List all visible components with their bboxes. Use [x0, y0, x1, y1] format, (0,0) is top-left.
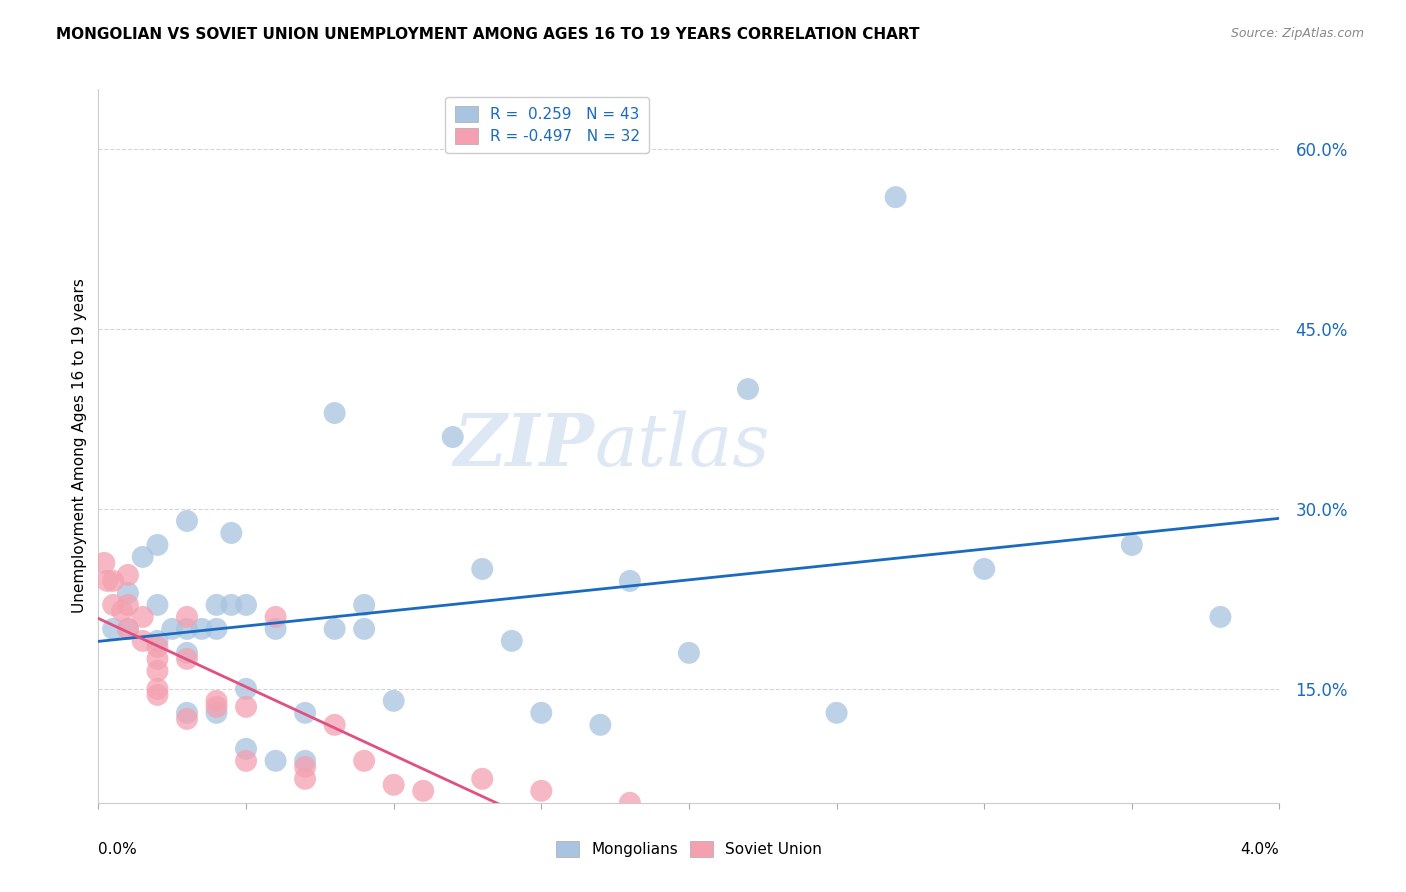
Point: [103, 574, 124, 588]
Point: [132, 633, 155, 648]
Point: [235, 741, 257, 756]
Point: [205, 598, 228, 612]
Point: [146, 598, 169, 612]
Text: Source: ZipAtlas.com: Source: ZipAtlas.com: [1230, 27, 1364, 40]
Point: [117, 586, 139, 600]
Point: [1209, 610, 1232, 624]
Point: [264, 622, 287, 636]
Point: [103, 598, 124, 612]
Point: [589, 718, 612, 732]
Text: MONGOLIAN VS SOVIET UNION UNEMPLOYMENT AMONG AGES 16 TO 19 YEARS CORRELATION CHA: MONGOLIAN VS SOVIET UNION UNEMPLOYMENT A…: [56, 27, 920, 42]
Point: [162, 622, 183, 636]
Point: [353, 754, 375, 768]
Point: [176, 514, 198, 528]
Point: [205, 694, 228, 708]
Y-axis label: Unemployment Among Ages 16 to 19 years: Unemployment Among Ages 16 to 19 years: [72, 278, 87, 614]
Point: [323, 718, 346, 732]
Point: [205, 622, 228, 636]
Point: [146, 633, 169, 648]
Point: [235, 598, 257, 612]
Point: [235, 699, 257, 714]
Point: [146, 538, 169, 552]
Point: [132, 610, 155, 624]
Point: [205, 706, 228, 720]
Point: [146, 664, 169, 678]
Point: [176, 652, 198, 666]
Text: 4.0%: 4.0%: [1240, 842, 1279, 857]
Point: [353, 598, 375, 612]
Point: [191, 622, 214, 636]
Point: [96, 574, 118, 588]
Point: [117, 598, 139, 612]
Point: [382, 778, 405, 792]
Point: [176, 646, 198, 660]
Point: [103, 622, 124, 636]
Point: [471, 772, 494, 786]
Point: [884, 190, 907, 204]
Point: [235, 754, 257, 768]
Point: [825, 706, 848, 720]
Legend: Mongolians, Soviet Union: Mongolians, Soviet Union: [547, 832, 831, 866]
Point: [111, 604, 134, 618]
Point: [323, 406, 346, 420]
Text: atlas: atlas: [595, 410, 770, 482]
Point: [117, 622, 139, 636]
Point: [678, 646, 700, 660]
Point: [294, 760, 316, 774]
Point: [501, 633, 523, 648]
Point: [219, 525, 242, 540]
Point: [294, 706, 316, 720]
Text: ZIP: ZIP: [454, 410, 595, 482]
Point: [176, 706, 198, 720]
Point: [146, 681, 169, 696]
Point: [353, 622, 375, 636]
Point: [264, 754, 287, 768]
Point: [117, 622, 139, 636]
Point: [132, 549, 155, 564]
Point: [146, 688, 169, 702]
Point: [294, 772, 316, 786]
Text: 0.0%: 0.0%: [98, 842, 138, 857]
Point: [412, 784, 434, 798]
Point: [382, 694, 405, 708]
Point: [176, 610, 198, 624]
Point: [294, 754, 316, 768]
Point: [176, 622, 198, 636]
Point: [117, 568, 139, 582]
Point: [205, 699, 228, 714]
Point: [973, 562, 995, 576]
Point: [619, 574, 641, 588]
Point: [146, 640, 169, 654]
Point: [530, 706, 553, 720]
Point: [1121, 538, 1143, 552]
Point: [146, 652, 169, 666]
Point: [93, 556, 115, 570]
Point: [530, 784, 553, 798]
Point: [737, 382, 759, 396]
Point: [323, 622, 346, 636]
Point: [264, 610, 287, 624]
Point: [235, 681, 257, 696]
Point: [441, 430, 464, 444]
Point: [471, 562, 494, 576]
Point: [176, 712, 198, 726]
Point: [219, 598, 242, 612]
Point: [619, 796, 641, 810]
